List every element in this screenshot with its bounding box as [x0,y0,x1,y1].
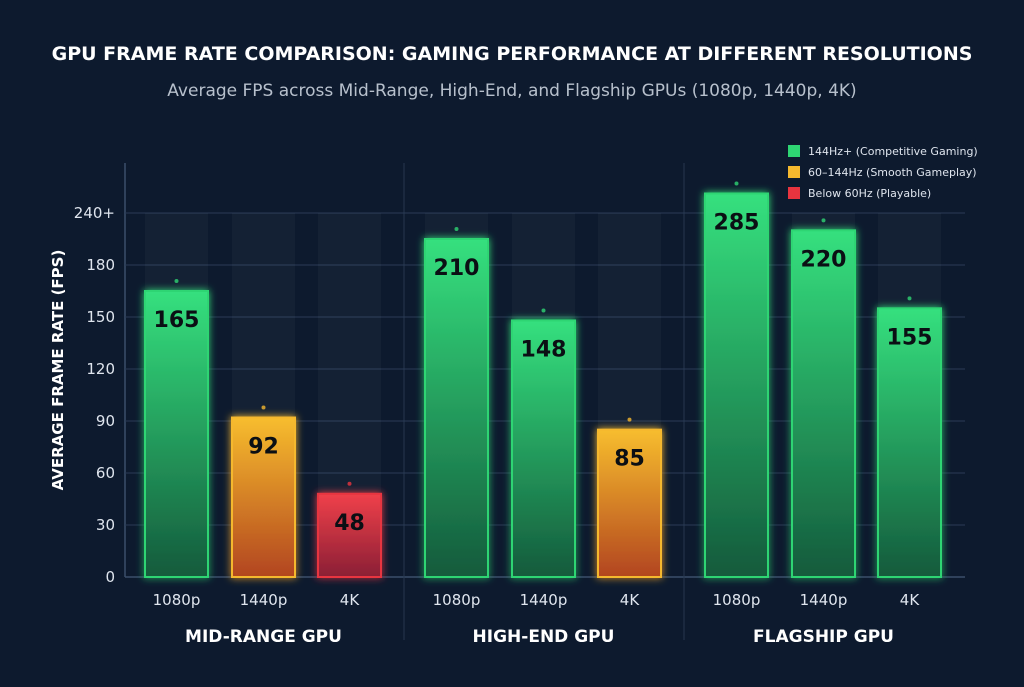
bar-mid-range-gpu-1440p [231,416,296,578]
sparkle-dot [541,308,546,313]
sparkle-dot [261,405,266,410]
group-label: HIGH-END GPU [473,627,615,647]
bar-value-label: 48 [334,511,365,536]
bar-high-end-gpu-1440p [511,319,576,578]
bar-value-label: 210 [434,256,480,281]
legend-label: Below 60Hz (Playable) [808,187,931,200]
y-tick-label: 60 [96,464,115,482]
y-axis-ticks: 0 30 60 90 120 150 180 240+ [74,204,115,586]
bar-value-label: 92 [248,435,279,460]
bar-value-label: 85 [614,447,645,472]
bar-high-end-gpu-1080p [424,238,489,578]
bar-flagship-gpu-1080p [704,192,769,578]
x-category-label: 4K [340,591,361,609]
bar-flagship-gpu-1440p [791,229,856,578]
sparkle-dot [734,181,739,186]
x-category-label: 4K [620,591,641,609]
bar-mid-range-gpu-1080p [144,290,209,578]
y-tick-label: 30 [96,516,115,534]
bar-mid-range-gpu-4K [317,492,382,578]
sparkle-dot [347,481,352,486]
y-tick-label: 0 [105,568,115,586]
legend-label: 144Hz+ (Competitive Gaming) [808,145,978,158]
x-category-label: 1440p [800,591,848,609]
sparkle-dot [907,296,912,301]
bar-flagship-gpu-4K [877,307,942,578]
sparkle-dot [454,227,459,231]
group-label: FLAGSHIP GPU [753,627,894,647]
chart-title: GPU FRAME RATE COMPARISON: GAMING PERFOR… [52,43,973,65]
y-axis-label: AVERAGE FRAME RATE (FPS) [49,250,67,491]
x-category-label: 1080p [713,591,761,609]
legend-swatch [788,145,800,157]
sparkle-dot [174,279,179,283]
y-tick-label: 180 [86,256,115,274]
bar-value-label: 165 [154,308,200,333]
x-category-label: 1440p [240,591,288,609]
chart-subtitle: Average FPS across Mid-Range, High-End, … [167,81,856,101]
y-tick-label: 120 [86,360,115,378]
bar-value-label: 285 [714,211,760,236]
x-category-label: 1080p [153,591,201,609]
bar-value-label: 220 [801,247,847,272]
legend: 144Hz+ (Competitive Gaming) 60–144Hz (Smo… [788,145,978,200]
bar-value-label: 148 [521,337,567,362]
y-tick-label: 150 [86,308,115,326]
y-tick-label: 240+ [74,204,115,222]
group-label: MID-RANGE GPU [185,627,342,647]
x-category-label: 1080p [433,591,481,609]
bars: 165 1080p 92 1440p 48 4K MID-RANGE GPU 210 1080p… [144,181,942,647]
legend-label: 60–144Hz (Smooth Gameplay) [808,166,977,179]
bar-high-end-gpu-4K [597,428,662,578]
x-category-label: 1440p [520,591,568,609]
bar-value-label: 155 [887,325,933,350]
sparkle-dot [627,417,632,422]
x-category-label: 4K [900,591,921,609]
legend-swatch [788,187,800,199]
sparkle-dot [821,218,826,223]
legend-swatch [788,166,800,178]
y-tick-label: 90 [96,412,115,430]
